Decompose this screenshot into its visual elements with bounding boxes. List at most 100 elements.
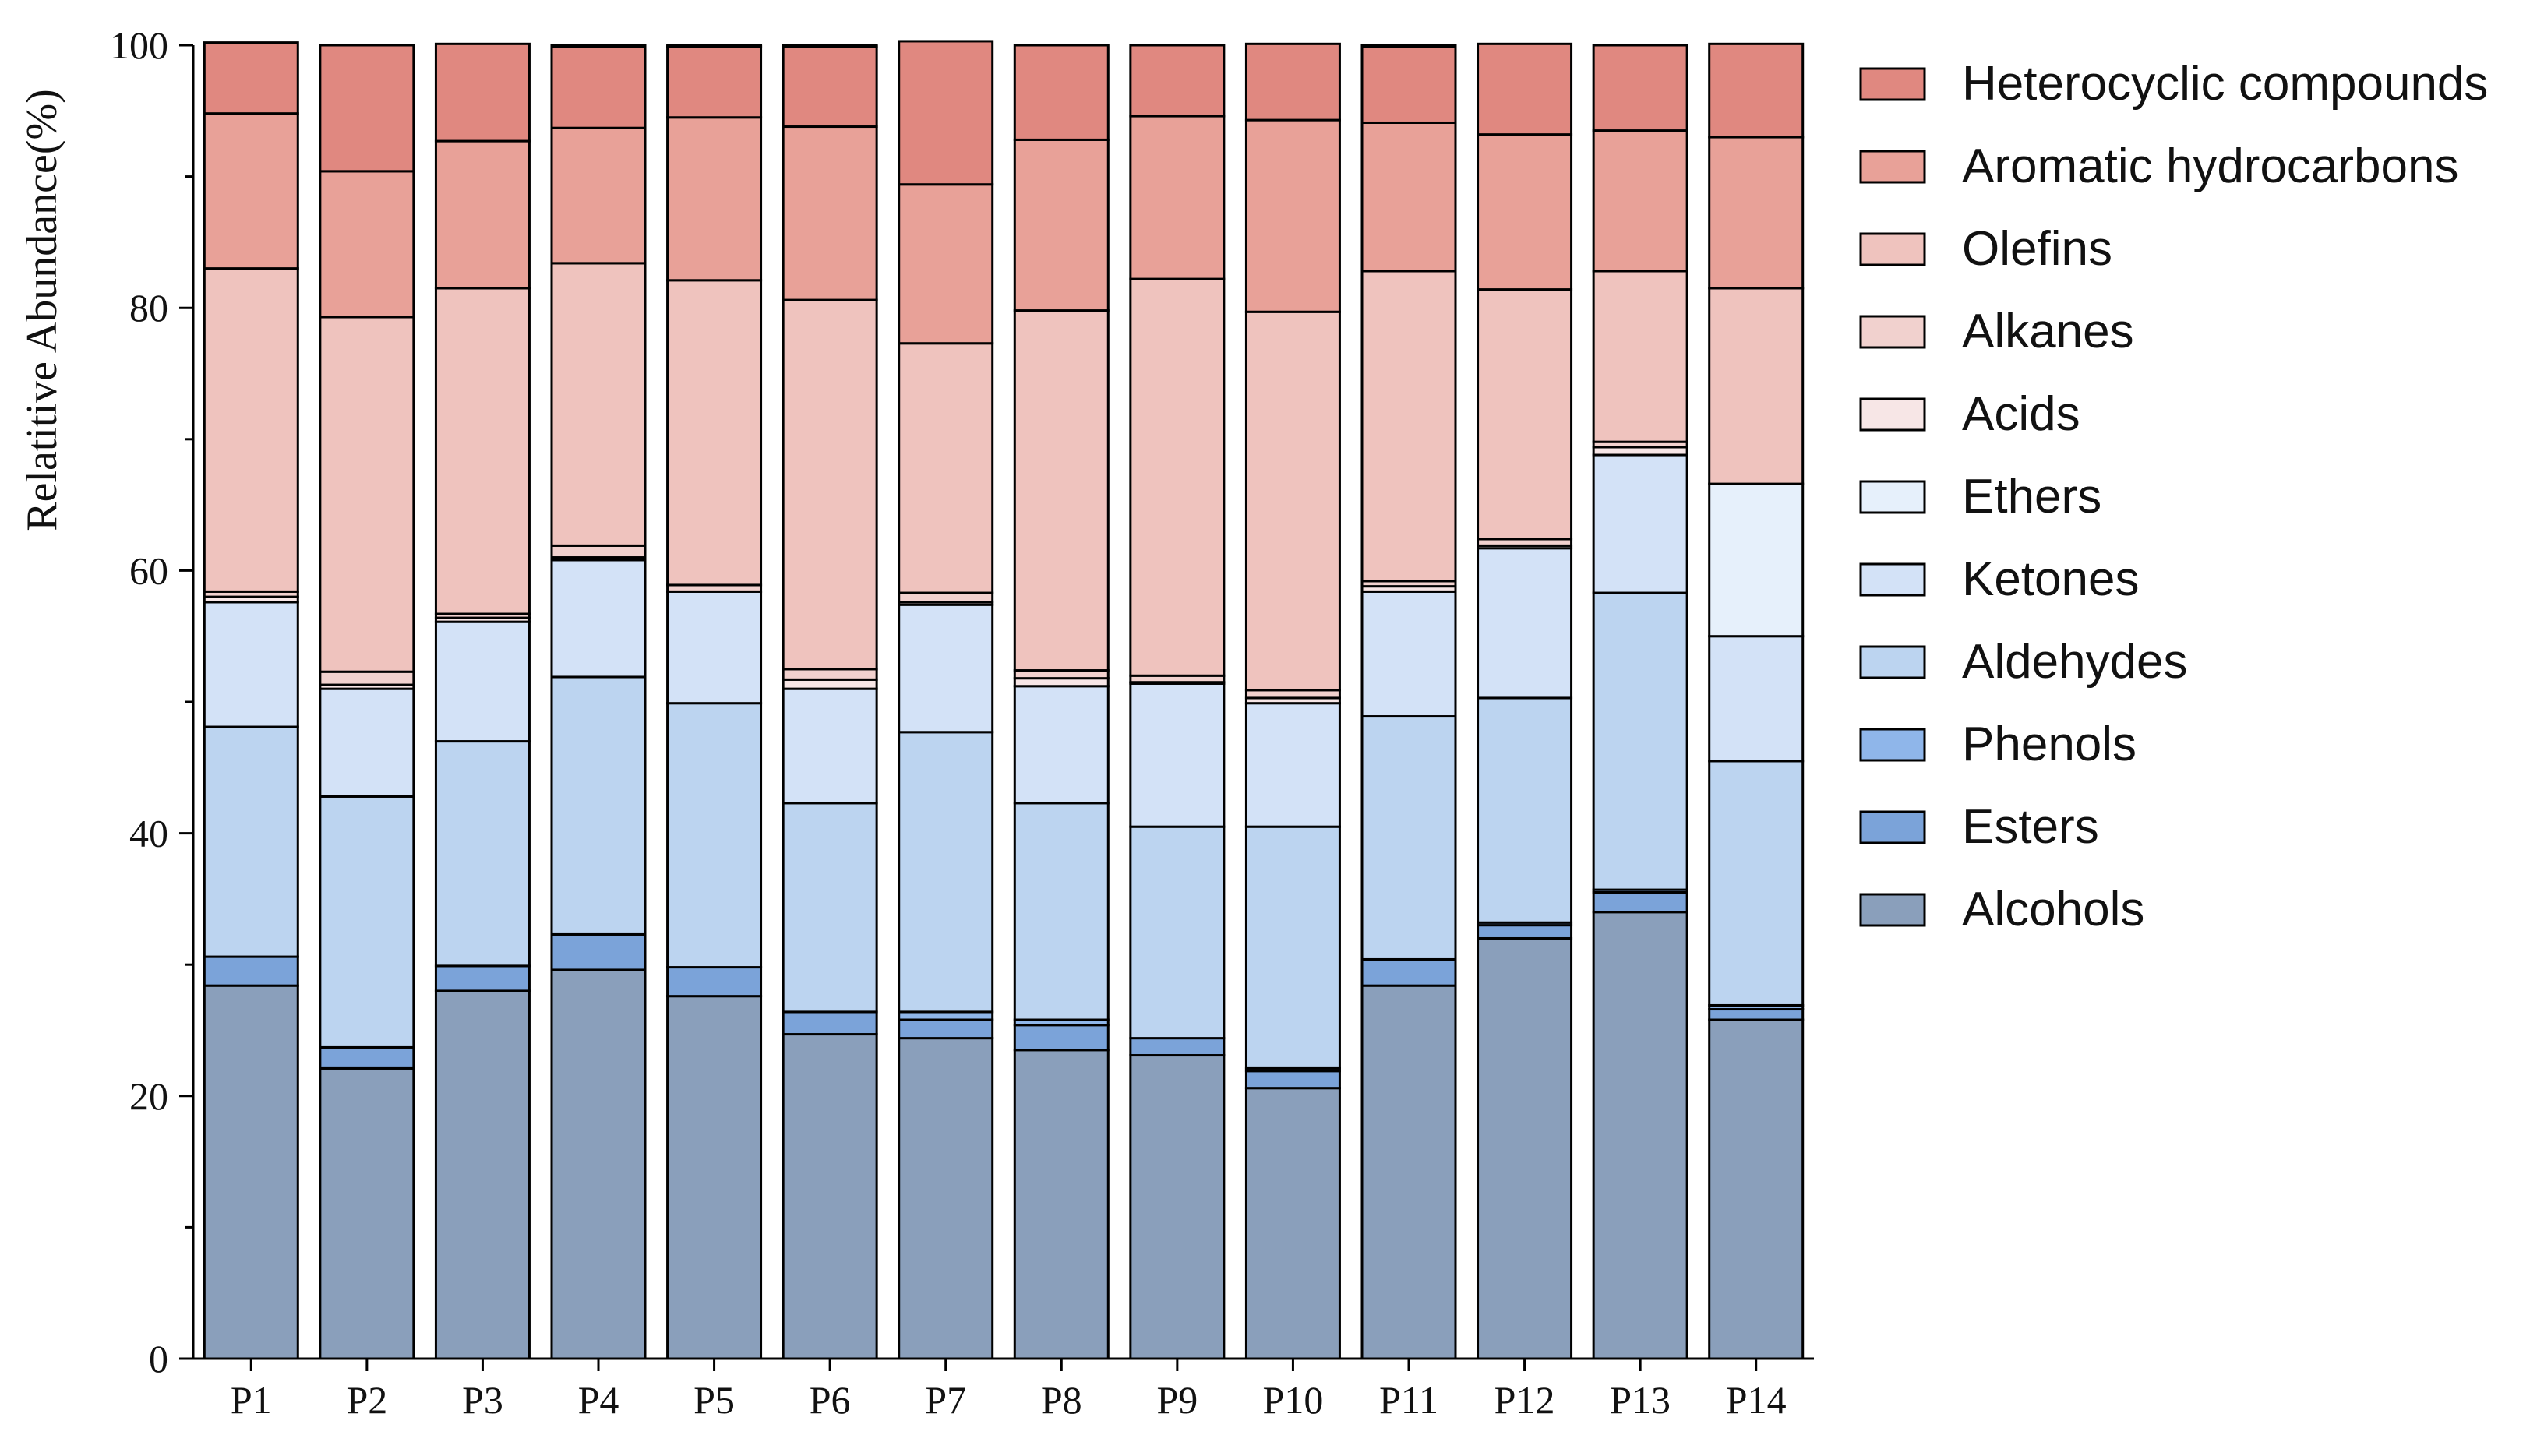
bar-segment-p13-alcohols <box>1592 911 1688 1360</box>
legend-swatch <box>1859 150 1926 184</box>
legend-label: Alcohols <box>1962 883 2144 936</box>
x-tick-label: P5 <box>693 1378 735 1422</box>
bar-stack-p11 <box>1360 44 1457 1360</box>
bar-stack-p8 <box>1013 44 1110 1360</box>
bar-segment-p11-alcohols <box>1360 984 1457 1360</box>
bar-segment-p4-esters <box>550 932 647 971</box>
y-tick-label: 80 <box>129 286 168 330</box>
bar-segment-p9-ketones <box>1129 682 1226 828</box>
bar-segment-p4-aldehydes <box>550 675 647 936</box>
bar-segment-p5-olefins <box>666 279 763 587</box>
legend-item-alkanes: Alkanes <box>1859 305 2134 358</box>
bar-segment-p2-esters <box>319 1045 415 1070</box>
bar-segment-p13-heterocyclic-compounds <box>1592 44 1688 132</box>
bar-segment-p8-heterocyclic-compounds <box>1013 44 1110 141</box>
bar-segment-p2-ketones <box>319 687 415 798</box>
bar-segment-p14-alcohols <box>1708 1018 1805 1360</box>
legend-label: Aromatic hydrocarbons <box>1962 139 2459 193</box>
bar-stack-p3 <box>434 42 531 1360</box>
bar-segment-p1-olefins <box>203 267 299 593</box>
bar-segment-p11-ketones <box>1360 590 1457 718</box>
bar-segment-p9-alcohols <box>1129 1054 1226 1360</box>
bar-stack-p14 <box>1708 42 1805 1360</box>
legend-item-esters: Esters <box>1859 800 2099 854</box>
bar-segment-p6-aldehydes <box>782 802 878 1014</box>
bar-segment-p13-acids <box>1592 446 1688 457</box>
bar-segment-p8-alkanes <box>1013 669 1110 680</box>
bar-segment-p12-ketones <box>1477 547 1573 700</box>
legend-item-alcohols: Alcohols <box>1859 883 2144 936</box>
bar-segment-p9-esters <box>1129 1037 1226 1057</box>
bar-segment-p10-alkanes <box>1244 689 1341 700</box>
legend-item-aromatic-hydrocarbons: Aromatic hydrocarbons <box>1859 139 2459 193</box>
bar-segment-p12-alcohols <box>1477 936 1573 1360</box>
bar-segment-p8-aldehydes <box>1013 802 1110 1021</box>
bar-segment-p7-aldehydes <box>898 731 994 1014</box>
bar-segment-p6-olefins <box>782 298 878 671</box>
bar-segment-p6-alcohols <box>782 1033 878 1360</box>
bar-segment-p4-alcohols <box>550 968 647 1360</box>
bar-segment-p5-top-fill <box>666 44 763 48</box>
bar-segment-p6-alkanes <box>782 668 878 681</box>
legend-label: Acids <box>1962 387 2080 441</box>
bar-segment-p7-aromatic-hydrocarbons <box>898 183 994 345</box>
bar-segment-p2-aromatic-hydrocarbons <box>319 170 415 319</box>
legend-label: Olefins <box>1962 222 2112 276</box>
bar-segment-p2-olefins <box>319 316 415 673</box>
bar-segment-p14-aldehydes <box>1708 760 1805 1007</box>
bar-segment-p14-esters <box>1708 1008 1805 1021</box>
x-tick-label: P9 <box>1156 1378 1198 1422</box>
bar-segment-p5-heterocyclic-compounds <box>666 45 763 119</box>
bar-segment-p8-olefins <box>1013 309 1110 672</box>
bar-segment-p10-olefins <box>1244 310 1341 692</box>
bar-segment-p1-aromatic-hydrocarbons <box>203 112 299 270</box>
bar-segment-p7-heterocyclic-compounds <box>898 40 994 186</box>
y-ticks: 0 20 40 60 80 100 <box>110 23 193 1380</box>
bar-segment-p3-aldehydes <box>434 740 531 968</box>
bar-segment-p1-heterocyclic-compounds <box>203 41 299 115</box>
bars-layer <box>203 40 1805 1360</box>
bar-segment-p4-aromatic-hydrocarbons <box>550 126 647 265</box>
bar-segment-p1-alcohols <box>203 984 299 1360</box>
bar-segment-p7-alcohols <box>898 1037 994 1360</box>
bar-segment-p9-heterocyclic-compounds <box>1129 44 1226 118</box>
bar-segment-p7-olefins <box>898 342 994 594</box>
bar-segment-p5-aldehydes <box>666 702 763 969</box>
x-tick-label: P3 <box>462 1378 503 1422</box>
bar-segment-p10-heterocyclic-compounds <box>1244 42 1341 122</box>
legend-swatch <box>1859 232 1926 266</box>
x-tick-label: P7 <box>925 1378 966 1422</box>
legend-swatch <box>1859 480 1926 514</box>
bar-segment-p3-esters <box>434 964 531 992</box>
bar-segment-p12-esters <box>1477 924 1573 940</box>
bar-segment-p13-olefins <box>1592 270 1688 443</box>
bar-segment-p5-alcohols <box>666 995 763 1360</box>
x-tick-label: P1 <box>231 1378 272 1422</box>
bar-segment-p2-aldehydes <box>319 795 415 1049</box>
bar-segment-p12-aromatic-hydrocarbons <box>1477 133 1573 291</box>
bar-segment-p3-aromatic-hydrocarbons <box>434 139 531 290</box>
bar-segment-p12-heterocyclic-compounds <box>1477 42 1573 136</box>
bar-segment-p2-alcohols <box>319 1066 415 1360</box>
x-tick-label: P14 <box>1726 1378 1787 1422</box>
bar-segment-p14-aromatic-hydrocarbons <box>1708 136 1805 290</box>
legend-swatch <box>1859 810 1926 844</box>
bar-segment-p3-olefins <box>434 287 531 615</box>
x-tick-label: P2 <box>346 1378 387 1422</box>
legend-label: Alkanes <box>1962 305 2134 358</box>
bar-segment-p11-esters <box>1360 957 1457 987</box>
bar-segment-p8-alcohols <box>1013 1049 1110 1360</box>
bar-segment-p11-aromatic-hydrocarbons <box>1360 121 1457 273</box>
bar-segment-p14-olefins <box>1708 287 1805 485</box>
legend-item-phenols: Phenols <box>1859 717 2137 771</box>
bar-segment-p13-esters <box>1592 890 1688 914</box>
legend-item-acids: Acids <box>1859 387 2080 441</box>
bar-segment-p13-ketones <box>1592 453 1688 594</box>
bar-segment-p13-aromatic-hydrocarbons <box>1592 129 1688 273</box>
x-tick-label: P10 <box>1263 1378 1324 1422</box>
bar-segment-p6-top-fill <box>782 44 878 48</box>
bar-segment-p3-ketones <box>434 620 531 743</box>
bar-segment-p12-olefins <box>1477 288 1573 541</box>
bar-segment-p6-aromatic-hydrocarbons <box>782 125 878 301</box>
